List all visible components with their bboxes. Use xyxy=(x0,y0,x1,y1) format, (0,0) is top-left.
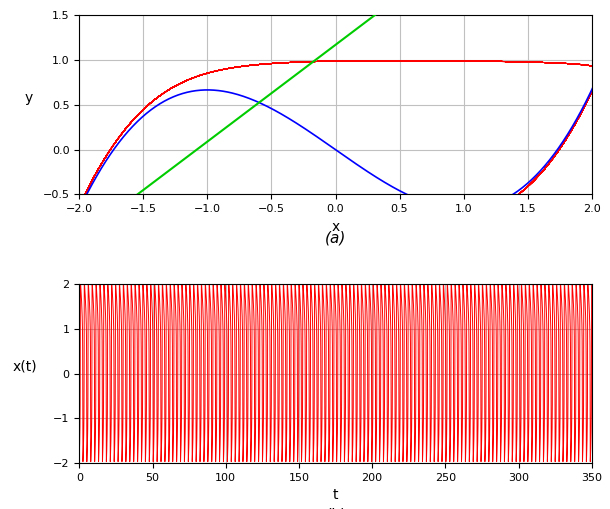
X-axis label: t: t xyxy=(332,489,339,502)
Y-axis label: x(t): x(t) xyxy=(13,359,38,374)
Y-axis label: y: y xyxy=(24,91,33,105)
Text: (b): (b) xyxy=(325,508,346,509)
X-axis label: x: x xyxy=(331,220,340,234)
Text: (a): (a) xyxy=(325,230,346,245)
